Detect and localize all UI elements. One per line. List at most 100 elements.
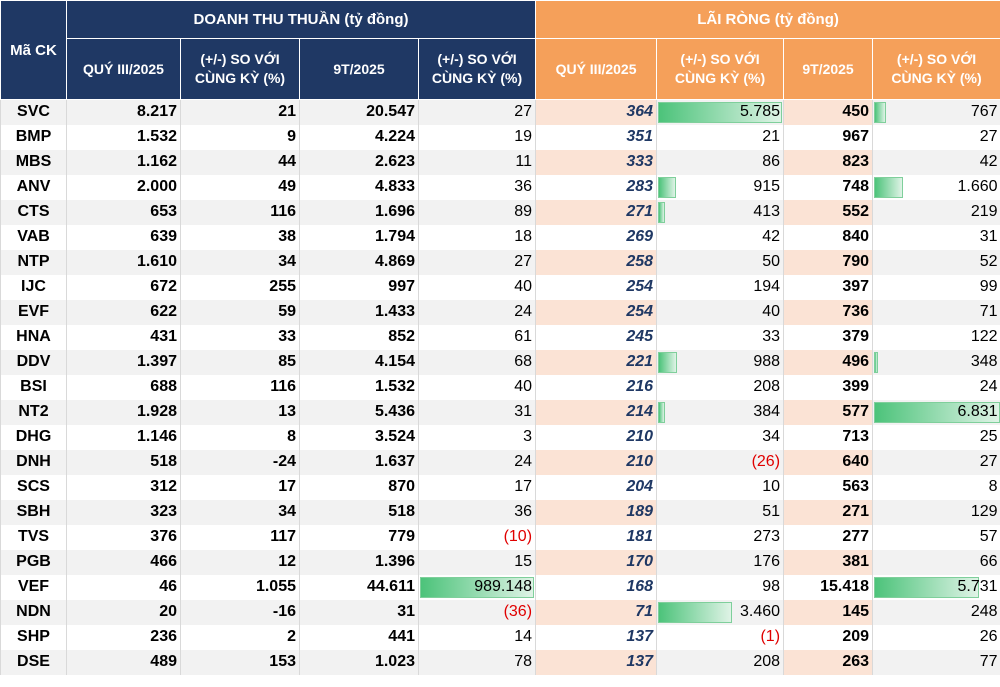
cell-np-q3: 214 bbox=[535, 399, 657, 425]
cell-rev-9t: 1.433 bbox=[299, 299, 419, 325]
cell-rev-q3-change: 153 bbox=[180, 649, 300, 675]
cell-rev-9t-change: 36 bbox=[417, 499, 536, 525]
cell-code: VEF bbox=[0, 574, 67, 600]
data-bar bbox=[874, 176, 903, 198]
cell-np-q3-change: 34 bbox=[656, 424, 784, 450]
cell-rev-q3: 312 bbox=[66, 474, 181, 500]
table-row: DSE 489 153 1.023 78 137 208 263 77 bbox=[0, 649, 1000, 675]
cell-rev-9t-change: 78 bbox=[417, 649, 536, 675]
cell-np-q3-change: 915 bbox=[656, 174, 784, 200]
table-row: DDV 1.397 85 4.154 68 221 988 496 348 bbox=[0, 349, 1000, 375]
table-row: IJC 672 255 997 40 254 194 397 99 bbox=[0, 274, 1000, 300]
cell-np-q3: 216 bbox=[535, 374, 657, 400]
header-revenue-group: DOANH THU THUẦN (tỷ đồng) bbox=[65, 0, 537, 39]
cell-rev-q3: 323 bbox=[66, 499, 181, 525]
cell-rev-q3: 518 bbox=[66, 449, 181, 475]
cell-rev-q3-change: 49 bbox=[180, 174, 300, 200]
cell-np-9t-change: 66 bbox=[872, 549, 1000, 575]
data-bar bbox=[658, 401, 665, 423]
cell-rev-9t: 779 bbox=[299, 524, 419, 550]
cell-np-q3-change: 10 bbox=[656, 474, 784, 500]
cell-value: 989.148 bbox=[474, 578, 533, 595]
cell-rev-9t-change: 14 bbox=[417, 624, 536, 650]
cell-rev-q3-change: 34 bbox=[180, 249, 300, 275]
table-row: NT2 1.928 13 5.436 31 214 384 577 6.831 bbox=[0, 399, 1000, 425]
cell-rev-9t: 4.154 bbox=[299, 349, 419, 375]
cell-np-9t-change: 57 bbox=[872, 524, 1000, 550]
cell-np-q3: 269 bbox=[535, 224, 657, 250]
data-bar bbox=[658, 176, 677, 198]
cell-code: VAB bbox=[0, 224, 67, 250]
cell-rev-q3: 1.532 bbox=[66, 124, 181, 150]
cell-rev-9t: 441 bbox=[299, 624, 419, 650]
cell-rev-9t-change: 11 bbox=[417, 149, 536, 175]
cell-rev-9t: 1.696 bbox=[299, 199, 419, 225]
cell-rev-q3-change: 38 bbox=[180, 224, 300, 250]
cell-rev-q3-change: 117 bbox=[180, 524, 300, 550]
cell-rev-q3: 1.610 bbox=[66, 249, 181, 275]
cell-np-q3: 137 bbox=[535, 649, 657, 675]
data-bar bbox=[658, 601, 732, 623]
cell-np-q3: 137 bbox=[535, 624, 657, 650]
cell-code: PGB bbox=[0, 549, 67, 575]
cell-rev-9t: 4.869 bbox=[299, 249, 419, 275]
cell-rev-9t-change: 24 bbox=[417, 449, 536, 475]
cell-rev-9t-change: 989.148 bbox=[417, 574, 536, 600]
header-rev-q3-change: (+/-) SO VỚI CÙNG KỲ (%) bbox=[180, 38, 300, 100]
cell-np-9t-change: 27 bbox=[872, 124, 1000, 150]
cell-code: DDV bbox=[0, 349, 67, 375]
table-row: BSI 688 116 1.532 40 216 208 399 24 bbox=[0, 374, 1000, 400]
cell-value: 384 bbox=[753, 403, 781, 420]
cell-np-q3-change: 21 bbox=[656, 124, 784, 150]
cell-rev-q3-change: -24 bbox=[180, 449, 300, 475]
cell-value: 988 bbox=[753, 353, 781, 370]
cell-np-q3-change: 86 bbox=[656, 149, 784, 175]
cell-np-9t: 263 bbox=[783, 649, 873, 675]
cell-rev-q3-change: 59 bbox=[180, 299, 300, 325]
cell-rev-q3-change: 21 bbox=[180, 99, 300, 125]
cell-rev-q3: 376 bbox=[66, 524, 181, 550]
cell-np-q3-change: 51 bbox=[656, 499, 784, 525]
cell-np-q3-change: 33 bbox=[656, 324, 784, 350]
cell-value: 915 bbox=[753, 178, 781, 195]
cell-rev-q3: 639 bbox=[66, 224, 181, 250]
cell-rev-q3: 1.146 bbox=[66, 424, 181, 450]
cell-rev-9t: 31 bbox=[299, 599, 419, 625]
cell-rev-q3-change: 33 bbox=[180, 324, 300, 350]
cell-np-q3-change: 273 bbox=[656, 524, 784, 550]
cell-rev-q3-change: 1.055 bbox=[180, 574, 300, 600]
cell-rev-9t: 4.224 bbox=[299, 124, 419, 150]
cell-np-9t-change: 42 bbox=[872, 149, 1000, 175]
cell-np-q3-change: 208 bbox=[656, 374, 784, 400]
cell-rev-9t: 2.623 bbox=[299, 149, 419, 175]
cell-rev-9t-change: 27 bbox=[417, 249, 536, 275]
cell-np-9t-change: 25 bbox=[872, 424, 1000, 450]
header-profit-group: LÃI RÒNG (tỷ đồng) bbox=[535, 0, 1000, 39]
cell-code: TVS bbox=[0, 524, 67, 550]
cell-rev-q3-change: 116 bbox=[180, 374, 300, 400]
cell-rev-q3: 431 bbox=[66, 324, 181, 350]
cell-code: CTS bbox=[0, 199, 67, 225]
cell-np-9t: 640 bbox=[783, 449, 873, 475]
cell-np-9t-change: 248 bbox=[872, 599, 1000, 625]
data-bar bbox=[658, 351, 678, 373]
cell-code: DSE bbox=[0, 649, 67, 675]
cell-np-9t: 381 bbox=[783, 549, 873, 575]
cell-rev-q3: 46 bbox=[66, 574, 181, 600]
cell-code: SHP bbox=[0, 624, 67, 650]
cell-rev-q3-change: 255 bbox=[180, 274, 300, 300]
cell-np-q3: 221 bbox=[535, 349, 657, 375]
cell-np-9t: 577 bbox=[783, 399, 873, 425]
data-bar bbox=[658, 102, 783, 123]
cell-np-9t: 397 bbox=[783, 274, 873, 300]
cell-rev-q3: 688 bbox=[66, 374, 181, 400]
cell-rev-9t: 4.833 bbox=[299, 174, 419, 200]
table-row: VEF 46 1.055 44.611 989.148 168 98 15.418 5.731 bbox=[0, 574, 1000, 600]
cell-value: 413 bbox=[753, 203, 781, 220]
cell-value: 5.785 bbox=[739, 103, 781, 121]
table-row: HNA 431 33 852 61 245 33 379 122 bbox=[0, 324, 1000, 350]
cell-np-9t-change: 71 bbox=[872, 299, 1000, 325]
cell-np-q3: 258 bbox=[535, 249, 657, 275]
table-row: ANV 2.000 49 4.833 36 283 915 748 1.660 bbox=[0, 174, 1000, 200]
